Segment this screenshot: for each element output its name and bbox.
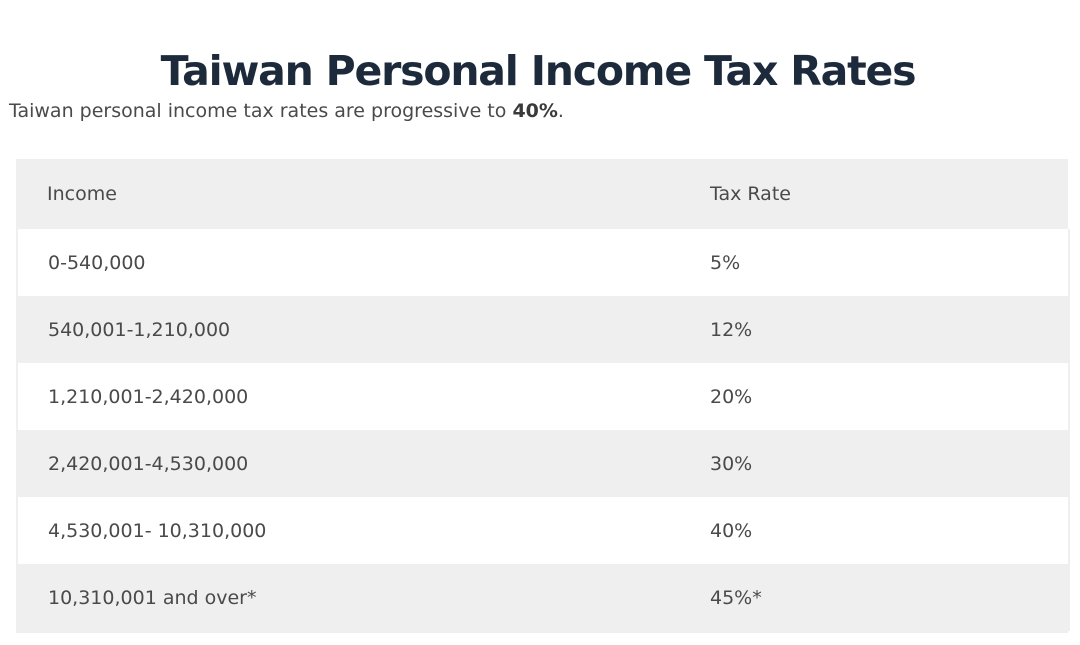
income-bracket-cell: 0-540,000: [16, 229, 710, 296]
intro-text: Taiwan personal income tax rates are pro…: [9, 100, 513, 122]
tax-rate-table-container: Income Tax Rate 0-540,000 5% 540,001-1,2…: [16, 159, 1070, 633]
income-bracket-cell: 1,210,001-2,420,000: [16, 363, 710, 430]
tax-rate-cell: 30%: [710, 430, 1070, 497]
income-bracket-cell: 540,001-1,210,000: [16, 296, 710, 363]
header-tax-rate: Tax Rate: [710, 183, 791, 205]
tax-rate-cell: 5%: [710, 229, 1070, 296]
income-bracket-cell: 10,310,001 and over*: [16, 564, 710, 631]
table-header: Income Tax Rate: [17, 159, 1069, 229]
tax-rate-cell: 45%*: [710, 564, 1070, 631]
table-row: 2,420,001-4,530,000 30%: [16, 430, 1070, 497]
income-bracket-cell: 2,420,001-4,530,000: [16, 430, 710, 497]
table-row: 10,310,001 and over* 45%*: [16, 564, 1070, 631]
table-row: 0-540,000 5%: [16, 229, 1070, 296]
table-header-row: Income Tax Rate: [17, 159, 1069, 229]
page-title: Taiwan Personal Income Tax Rates: [160, 47, 917, 96]
tax-rate-cell: 12%: [710, 296, 1070, 363]
tax-rate-cell: 20%: [710, 363, 1070, 430]
income-bracket-cell: 4,530,001- 10,310,000: [16, 497, 710, 564]
intro-paragraph: Taiwan personal income tax rates are pro…: [9, 97, 564, 125]
table-row: 1,210,001-2,420,000 20%: [16, 363, 1070, 430]
table-body: 0-540,000 5% 540,001-1,210,000 12% 1,210…: [16, 229, 1070, 631]
table-row: 540,001-1,210,000 12%: [16, 296, 1070, 363]
tax-rate-cell: 40%: [710, 497, 1070, 564]
intro-period: .: [557, 100, 564, 122]
intro-highlight-rate: 40%: [512, 100, 558, 122]
header-income: Income: [47, 183, 117, 205]
tax-rate-table: Income Tax Rate 0-540,000 5% 540,001-1,2…: [16, 159, 1070, 631]
table-row: 4,530,001- 10,310,000 40%: [16, 497, 1070, 564]
